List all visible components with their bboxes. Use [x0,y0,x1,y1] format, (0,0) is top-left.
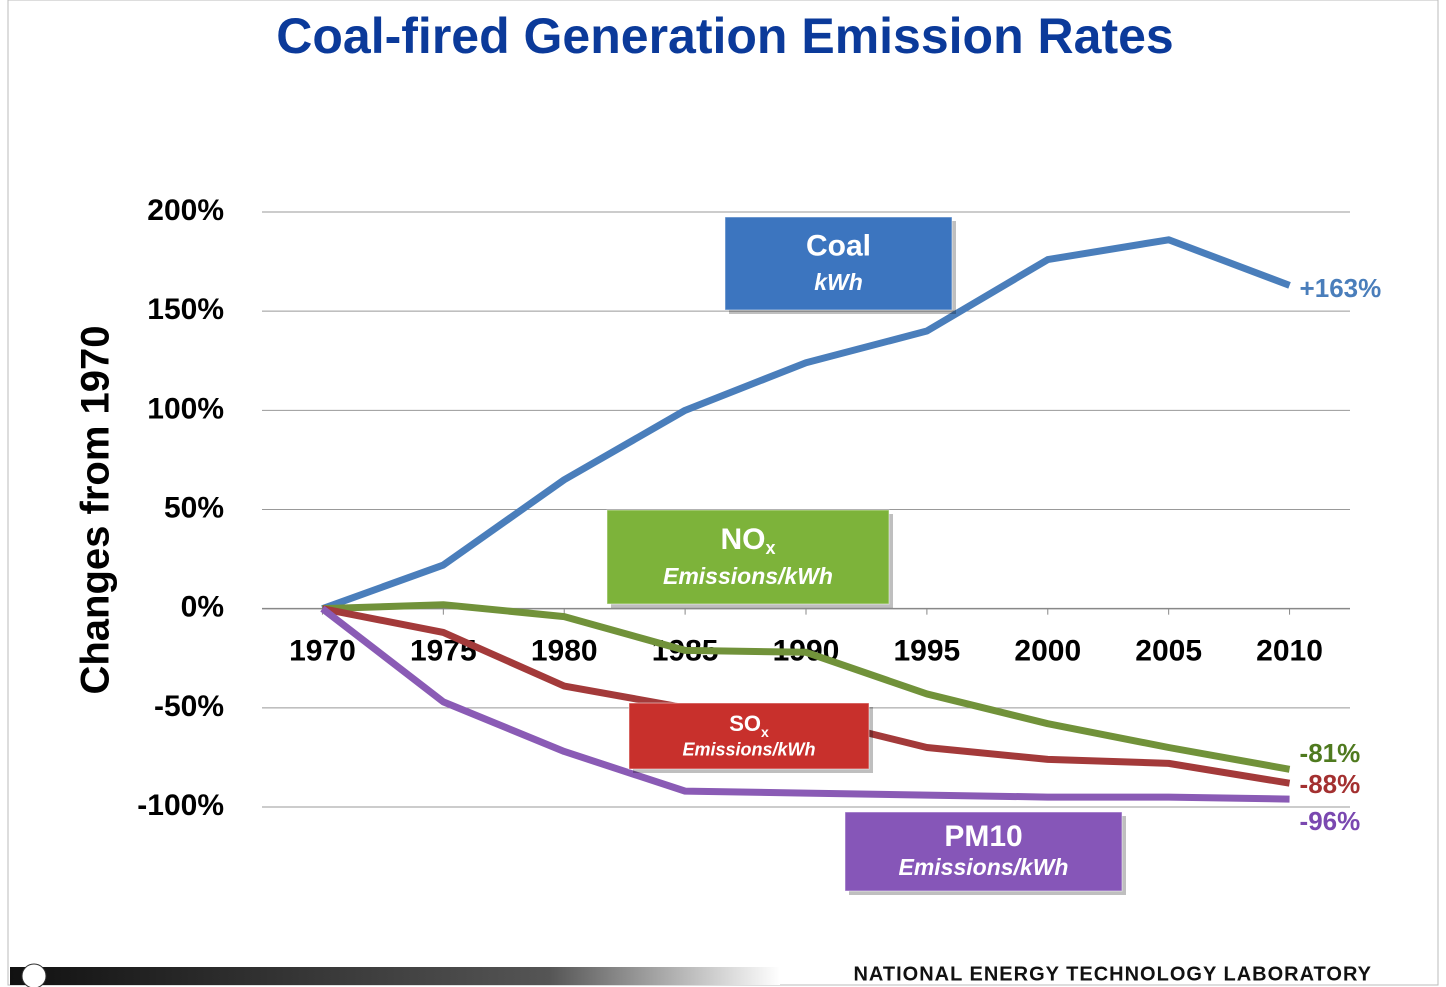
legend-name: Coal [806,230,871,263]
legend-name-main: NO [720,523,765,556]
y-tick-label: 50% [164,491,224,524]
plot: -100%-50%0%50%100%150%200%1970 1975 1980 19… [137,194,1381,895]
legend-box-fill [844,811,1123,892]
legend-unit: kWh [814,269,863,295]
legend-name: SOx [729,711,769,740]
x-tick-label: 1970 [289,635,356,668]
footer-bar [10,967,780,985]
x-tick-label: 2000 [1014,635,1081,668]
y-axis-title: Changes from 1970 [74,325,118,694]
y-tick-label: -50% [154,690,224,723]
legend-name-main: Coal [806,230,871,263]
chart-title: Coal-fired Generation Emission Rates [276,8,1173,64]
legend-unit: Emissions/kWh [899,854,1069,880]
y-tick-label: 0% [181,591,224,624]
series-line [321,236,1291,612]
x-tick-label: 1995 [894,635,961,668]
legend-box-fill [628,702,870,770]
legend-name-main: SO [729,711,761,736]
series-line [322,601,1291,773]
legend-box-fill [724,216,953,311]
end-label: +163% [1300,273,1382,303]
y-tick-label: -100% [137,789,224,822]
series-line [320,605,1290,803]
legend-box: NOx Emissions/kWh [606,509,893,608]
footer-logo [21,963,47,987]
legend-name-main: PM10 [944,820,1022,853]
end-label: -88% [1300,769,1361,799]
end-label: -96% [1300,806,1361,836]
legend-box-fill [606,509,890,605]
legend-name: PM10 [944,820,1022,853]
legend-unit: Emissions/kWh [663,563,833,589]
legend-name: NOx [720,523,775,558]
legend-name-sub: x [765,538,775,558]
y-tick-label: 100% [147,392,224,425]
x-tick-label: 2005 [1135,635,1202,668]
footer: NATIONAL ENERGY TECHNOLOGY LABORATORY [853,963,1372,985]
x-tick-label: 2010 [1256,635,1323,668]
legend-unit: Emissions/kWh [682,739,815,759]
legend-box: Coal kWh [724,216,956,314]
legend-name-sub: x [761,723,769,739]
end-label: -81% [1300,738,1361,768]
y-tick-label: 150% [147,293,224,326]
y-tick-label: 200% [147,194,224,227]
x-tick-label: 1980 [531,635,598,668]
